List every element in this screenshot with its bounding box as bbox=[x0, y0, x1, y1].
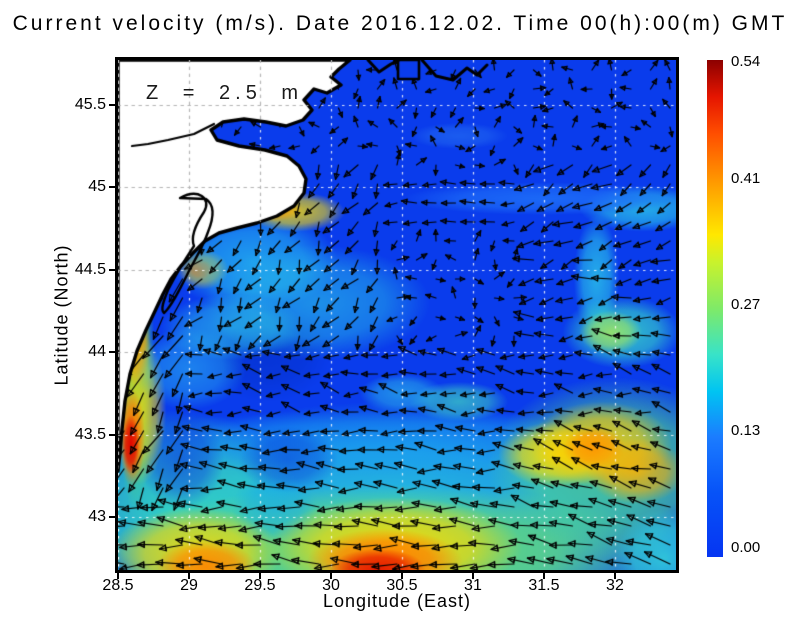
y-tick-mark bbox=[109, 268, 115, 271]
x-tick-mark bbox=[542, 573, 545, 579]
colorbar-tick-label: 0.27 bbox=[731, 296, 761, 313]
colorbar-tick-label: 0.00 bbox=[731, 539, 761, 556]
x-tick-mark bbox=[329, 573, 332, 579]
y-tick-label: 44 bbox=[88, 343, 106, 361]
x-tick-mark bbox=[400, 573, 403, 579]
colorbar-tick-label: 0.41 bbox=[731, 170, 761, 187]
x-tick-mark bbox=[613, 573, 616, 579]
y-tick-mark bbox=[109, 516, 115, 519]
x-tick-label: 29.5 bbox=[244, 577, 276, 594]
plot-area: Z = 2.5 m bbox=[115, 57, 679, 573]
x-tick-mark bbox=[187, 573, 190, 579]
y-tick-mark bbox=[109, 433, 115, 436]
y-tick-mark bbox=[109, 351, 115, 354]
colorbar-tick-label: 0.13 bbox=[731, 422, 761, 439]
y-tick-label: 44.5 bbox=[74, 260, 106, 278]
chart-title: Current velocity (m/s). Date 2016.12.02.… bbox=[12, 12, 788, 35]
depth-annotation: Z = 2.5 m bbox=[146, 82, 304, 104]
x-tick-mark bbox=[471, 573, 474, 579]
y-tick-label: 43.5 bbox=[74, 425, 106, 443]
x-tick-mark bbox=[117, 573, 119, 579]
colorbar bbox=[707, 60, 723, 557]
x-tick-label: 29 bbox=[180, 577, 198, 594]
x-tick-label: 30 bbox=[322, 577, 340, 594]
x-tick-label: 28.5 bbox=[102, 577, 134, 594]
colorbar-tick-label: 0.54 bbox=[731, 53, 761, 70]
x-tick-mark bbox=[258, 573, 261, 579]
x-tick-label: 30.5 bbox=[386, 577, 418, 594]
y-tick-mark bbox=[109, 186, 115, 189]
x-tick-label: 31.5 bbox=[528, 577, 560, 594]
x-tick-label: 32 bbox=[606, 577, 624, 594]
y-tick-mark bbox=[109, 103, 115, 106]
y-tick-label: 45.5 bbox=[74, 95, 106, 113]
y-tick-label: 43 bbox=[88, 508, 106, 526]
x-axis-title: Longitude (East) bbox=[322, 591, 472, 611]
y-tick-label: 45 bbox=[88, 178, 106, 196]
x-tick-label: 31 bbox=[464, 577, 482, 594]
velocity-field-canvas bbox=[118, 60, 676, 570]
